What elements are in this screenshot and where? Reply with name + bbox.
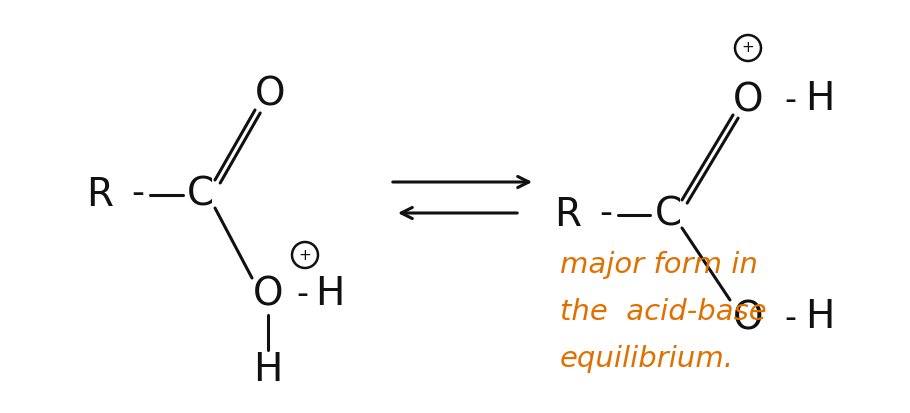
Text: C: C	[654, 196, 682, 234]
Text: equilibrium.: equilibrium.	[560, 345, 734, 373]
Text: the  acid-base: the acid-base	[560, 298, 766, 326]
Text: R: R	[554, 196, 581, 234]
Text: H: H	[805, 80, 834, 118]
Text: +: +	[742, 40, 754, 55]
Text: O: O	[733, 299, 763, 337]
Text: H: H	[253, 351, 283, 389]
Text: -: -	[296, 278, 308, 311]
Text: -: -	[600, 196, 612, 230]
Text: -: -	[784, 83, 796, 116]
Text: C: C	[187, 176, 214, 214]
Text: +: +	[298, 247, 311, 263]
Text: O: O	[253, 276, 283, 314]
Text: H: H	[805, 298, 834, 336]
Text: -: -	[784, 301, 796, 335]
Text: O: O	[255, 76, 285, 114]
Text: R: R	[86, 176, 114, 214]
Text: -: -	[132, 176, 145, 210]
Text: O: O	[733, 81, 763, 119]
Text: major form in: major form in	[560, 251, 758, 279]
Text: H: H	[315, 275, 345, 313]
